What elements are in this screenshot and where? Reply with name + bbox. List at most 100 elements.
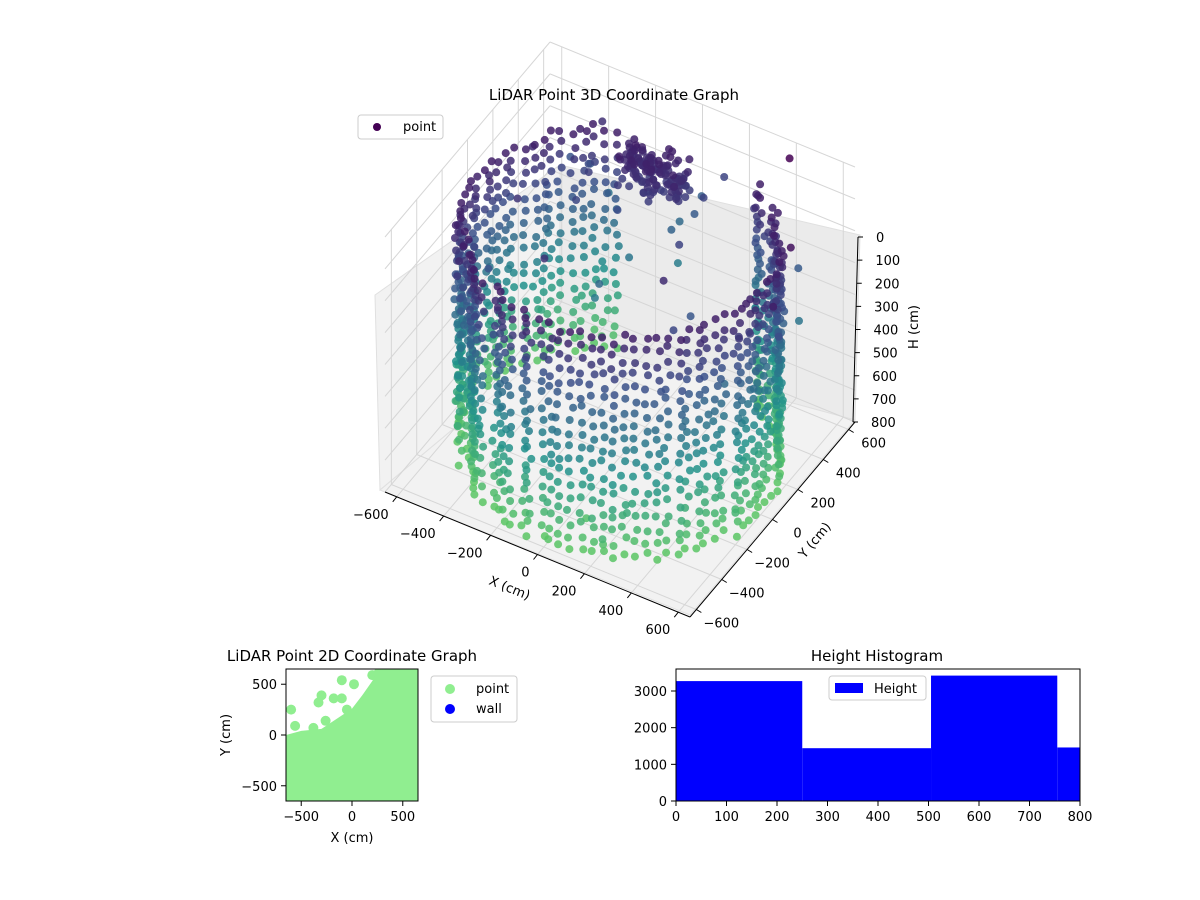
data-point-3d xyxy=(470,437,479,446)
data-point-3d xyxy=(599,511,608,520)
data-point-3d xyxy=(453,320,462,329)
y-tick-mark xyxy=(797,489,804,493)
data-point-3d xyxy=(702,421,711,430)
data-point-3d xyxy=(497,311,506,320)
data-point-3d xyxy=(719,335,728,344)
data-point-3d xyxy=(518,384,527,393)
lidar-2d-ylabel: Y (cm) xyxy=(219,714,234,757)
data-point-3d xyxy=(540,203,549,212)
data-point-3d xyxy=(786,243,795,252)
data-point-3d xyxy=(720,310,729,319)
data-point-3d xyxy=(699,459,708,468)
data-point-3d xyxy=(498,440,507,449)
data-point-3d xyxy=(641,439,650,448)
data-point-3d xyxy=(675,372,684,381)
data-point-2d xyxy=(286,704,297,715)
h-tick-label: 700 xyxy=(872,393,897,408)
data-point-3d xyxy=(539,415,548,424)
data-point-3d xyxy=(582,137,591,146)
data-point-3d xyxy=(615,152,624,161)
data-point-3d xyxy=(653,363,662,372)
data-point-3d xyxy=(544,318,553,327)
points-3d xyxy=(450,117,803,564)
data-point-3d xyxy=(520,305,529,314)
data-point-3d xyxy=(760,386,769,395)
data-point-3d xyxy=(629,472,637,481)
data-point-2d xyxy=(341,704,352,715)
data-point-3d xyxy=(566,365,575,374)
data-point-3d xyxy=(676,503,685,512)
data-point-3d xyxy=(628,334,637,343)
data-point-3d xyxy=(494,158,503,167)
data-point-3d xyxy=(522,465,531,474)
data-point-3d xyxy=(601,178,610,187)
data-point-3d xyxy=(663,495,672,504)
data-point-3d xyxy=(546,126,555,135)
data-point-3d xyxy=(454,461,463,470)
data-point-3d xyxy=(500,335,509,344)
data-point-3d xyxy=(476,430,485,439)
data-point-3d xyxy=(711,331,720,340)
data-point-3d xyxy=(756,248,765,257)
data-point-3d xyxy=(678,387,687,396)
data-point-3d xyxy=(744,516,753,525)
data-point-3d xyxy=(640,400,649,409)
data-point-3d xyxy=(742,463,751,472)
data-point-3d xyxy=(695,415,704,424)
data-point-3d xyxy=(669,326,678,335)
data-point-3d xyxy=(686,466,694,475)
data-point-3d xyxy=(630,552,639,561)
data-point-3d xyxy=(609,414,618,423)
data-point-3d xyxy=(597,456,606,465)
data-point-3d xyxy=(610,425,619,434)
data-point-3d xyxy=(630,382,639,391)
data-point-3d xyxy=(632,458,641,467)
h-tick-label: 300 xyxy=(874,300,899,315)
data-point-3d xyxy=(666,153,675,162)
data-point-3d xyxy=(547,485,556,494)
data-point-3d xyxy=(493,182,502,191)
data-point-3d xyxy=(568,242,577,251)
data-point-3d xyxy=(588,233,597,242)
data-point-3d xyxy=(759,394,767,403)
data-point-3d xyxy=(621,394,630,403)
data-point-3d xyxy=(507,296,516,305)
data-point-3d xyxy=(544,397,553,406)
data-point-3d xyxy=(629,345,638,354)
data-point-3d xyxy=(669,171,677,180)
data-point-3d xyxy=(719,412,728,420)
data-point-3d xyxy=(471,399,480,408)
data-point-3d xyxy=(693,465,702,473)
data-point-3d xyxy=(568,218,577,226)
data-point-3d xyxy=(664,357,673,366)
data-point-3d xyxy=(732,532,741,541)
data-point-3d xyxy=(579,241,588,250)
data-point-3d xyxy=(591,314,600,322)
data-point-3d xyxy=(578,353,587,362)
data-point-3d xyxy=(508,207,517,216)
data-point-3d xyxy=(507,303,516,312)
data-point-3d xyxy=(772,436,781,445)
data-point-3d xyxy=(519,219,528,227)
point-region-2d xyxy=(286,669,418,801)
data-point-3d xyxy=(733,438,741,447)
data-point-3d xyxy=(480,205,489,214)
data-point-3d xyxy=(756,220,765,229)
data-point-3d xyxy=(480,218,489,227)
data-point-3d xyxy=(520,195,529,204)
data-point-3d xyxy=(590,537,598,546)
legend-3d-point-marker xyxy=(373,123,381,131)
data-point-3d xyxy=(651,512,660,521)
data-point-3d xyxy=(569,308,578,316)
data-point-3d xyxy=(610,322,619,331)
data-point-3d xyxy=(746,385,755,394)
data-point-3d xyxy=(587,200,596,209)
data-point-3d xyxy=(470,490,479,499)
h-tick-label: 800 xyxy=(871,416,896,431)
data-point-3d xyxy=(622,446,631,455)
height-histogram-axes: Height Histogram 0 100 200 300 400 500 600 700 8… xyxy=(634,647,1093,825)
data-point-3d xyxy=(669,182,678,191)
data-point-3d xyxy=(611,253,620,262)
data-point-3d xyxy=(684,453,693,462)
grid-line xyxy=(416,454,722,580)
